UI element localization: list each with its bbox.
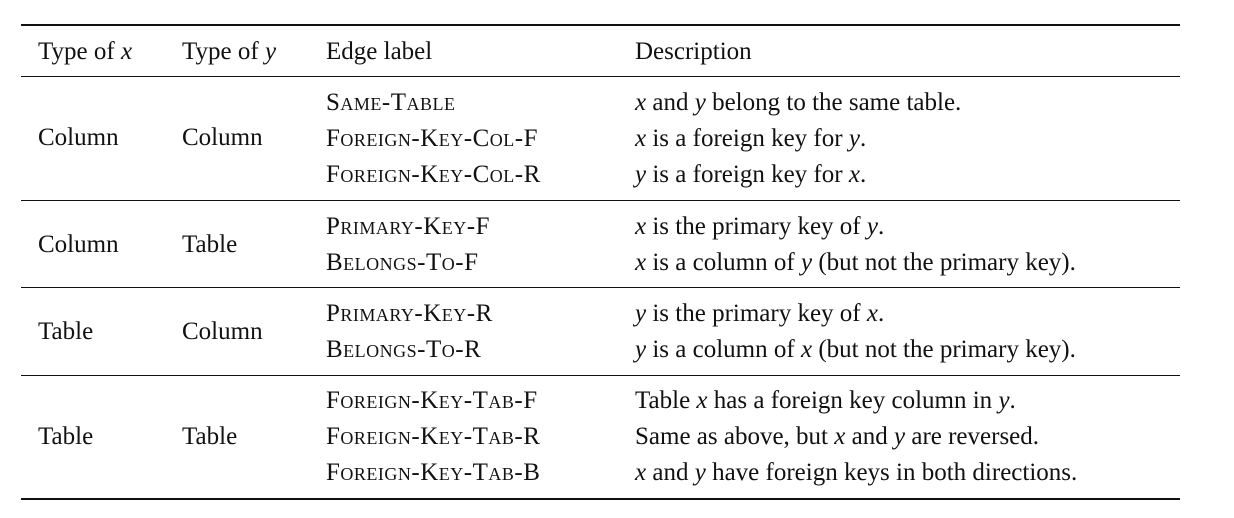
math-variable: y	[848, 125, 860, 152]
description-cell: y is a foreign key for x.	[635, 160, 866, 190]
description-text: (but not the primary key).	[812, 249, 1076, 276]
math-variable: x	[834, 423, 846, 450]
description-cell: y is the primary key of x.	[635, 299, 884, 329]
math-variable: x	[635, 89, 647, 116]
math-variable: y	[866, 213, 878, 240]
bottom-rule	[21, 498, 1180, 500]
description-text: is a column of	[646, 249, 801, 276]
edge-label-cell: Primary-Key-F	[326, 213, 491, 240]
math-variable: y	[893, 423, 906, 450]
header-type-y: Type of y	[182, 38, 277, 65]
type-x-cell: Column	[38, 231, 119, 258]
math-variable: x	[800, 336, 813, 363]
group-separator-rule	[21, 200, 1180, 201]
math-variable: y	[635, 161, 647, 188]
edge-label-cell: Foreign-Key-Tab-R	[326, 423, 541, 450]
description-cell: x and y belong to the same table.	[635, 88, 961, 118]
type-y-cell: Table	[182, 231, 238, 258]
description-cell: y is a column of x (but not the primary …	[635, 335, 1076, 365]
math-variable: y	[635, 300, 647, 327]
description-text: Same as above, but	[635, 423, 835, 450]
header-edge-label: Edge label	[326, 38, 433, 65]
description-cell: x is a column of y (but not the primary …	[635, 248, 1076, 278]
type-x-cell: Column	[38, 124, 119, 151]
math-variable: x	[696, 387, 708, 414]
header-type-x: Type of x	[38, 38, 133, 65]
type-x-cell: Table	[38, 423, 94, 450]
description-text: .	[859, 125, 867, 152]
description-text: has a foreign key column in	[707, 387, 999, 414]
description-text: Table	[635, 387, 697, 414]
type-x-cell: Table	[38, 318, 94, 345]
description-cell: x and y have foreign keys in both direct…	[635, 458, 1077, 488]
math-variable: x	[848, 161, 860, 188]
description-text: is the primary key of	[646, 213, 867, 240]
description-text: and	[646, 459, 695, 486]
description-text: .	[878, 213, 885, 240]
math-variable: y	[800, 249, 813, 276]
header-description: Description	[635, 38, 752, 65]
description-text: is a foreign key for	[646, 125, 849, 152]
edge-label-cell: Foreign-Key-Tab-B	[326, 459, 541, 486]
description-text: are reversed.	[905, 423, 1040, 450]
group-separator-rule	[21, 287, 1180, 288]
math-variable: y	[694, 459, 706, 486]
math-variable: x	[635, 213, 647, 240]
edge-label-cell: Belongs-To-R	[326, 336, 482, 363]
group-separator-rule	[21, 375, 1180, 376]
edge-label-cell: Foreign-Key-Tab-F	[326, 387, 538, 414]
description-text: belong to the same table.	[705, 89, 962, 116]
math-variable: x	[635, 125, 647, 152]
type-y-cell: Table	[182, 423, 238, 450]
description-cell: x is the primary key of y.	[635, 212, 884, 242]
description-text: have foreign keys in both directions.	[705, 459, 1078, 486]
description-text: and	[646, 89, 695, 116]
header-rule	[21, 76, 1180, 77]
edge-label-cell: Foreign-Key-Col-R	[326, 161, 541, 188]
description-text: .	[878, 300, 885, 327]
description-text: (but not the primary key).	[812, 336, 1076, 363]
description-text: and	[845, 423, 894, 450]
type-y-cell: Column	[182, 318, 263, 345]
description-text: is the primary key of	[646, 300, 867, 327]
description-text: is a foreign key for	[646, 161, 849, 188]
edge-label-cell: Foreign-Key-Col-F	[326, 125, 538, 152]
type-y-cell: Column	[182, 124, 263, 151]
top-rule	[21, 24, 1180, 26]
description-cell: Table x has a foreign key column in y.	[635, 386, 1016, 416]
math-variable: x	[866, 300, 878, 327]
math-variable: x	[635, 459, 647, 486]
math-variable: y	[998, 387, 1010, 414]
math-variable: x	[635, 249, 647, 276]
description-text: is a column of	[646, 336, 801, 363]
math-variable: y	[635, 336, 647, 363]
edge-label-cell: Same-Table	[326, 89, 456, 116]
description-text: .	[859, 161, 867, 188]
description-text: .	[1009, 387, 1016, 414]
edge-label-cell: Primary-Key-R	[326, 300, 493, 327]
edge-label-cell: Belongs-To-F	[326, 249, 479, 276]
description-cell: Same as above, but x and y are reversed.	[635, 422, 1039, 452]
description-cell: x is a foreign key for y.	[635, 124, 866, 154]
math-variable: y	[694, 89, 706, 116]
